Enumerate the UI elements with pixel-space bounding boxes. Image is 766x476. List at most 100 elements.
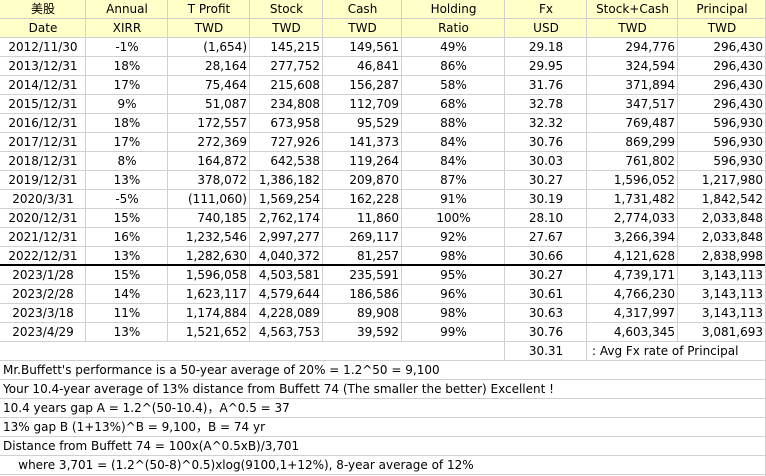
cell-date[interactable]: 2012/11/30 [8, 40, 78, 54]
cell-date[interactable]: 2023/4/29 [12, 325, 74, 339]
cell-profit[interactable]: 1,596,058 [185, 268, 247, 282]
cell-stock[interactable]: 673,958 [270, 116, 320, 130]
cell-stock[interactable]: 4,579,644 [258, 287, 320, 301]
cell-stock[interactable]: 727,926 [270, 135, 320, 149]
cell-xirr[interactable]: 17% [113, 135, 141, 149]
cell-stock[interactable]: 234,808 [270, 97, 320, 111]
cell-cash[interactable]: 95,529 [357, 116, 399, 130]
cell-principal[interactable]: 1,842,542 [701, 192, 763, 206]
cell-fx[interactable]: 32.78 [528, 97, 564, 111]
cell-ratio[interactable]: 96% [440, 287, 467, 301]
header-principal-unit[interactable]: TWD [678, 19, 766, 38]
cell-cash[interactable]: 119,264 [349, 154, 399, 168]
cell-profit[interactable]: 51,087 [205, 97, 247, 111]
header-profit-title[interactable]: T Profit [168, 0, 250, 19]
cell-total[interactable]: 294,776 [625, 40, 675, 54]
cell-xirr[interactable]: 16% [113, 230, 141, 244]
cell-principal[interactable]: 2,033,848 [701, 211, 763, 225]
cell-stock[interactable]: 1,386,182 [258, 173, 320, 187]
header-date-title[interactable]: 美股 [0, 0, 86, 19]
cell-profit[interactable]: 1,282,630 [185, 249, 247, 263]
cell-profit[interactable]: 740,185 [197, 211, 247, 225]
header-principal-title[interactable]: Principal [678, 0, 766, 19]
cell-fx[interactable]: 30.76 [528, 325, 564, 339]
cell-ratio[interactable]: 99% [440, 325, 467, 339]
cell-total[interactable]: 4,766,230 [613, 287, 675, 301]
header-total-title[interactable]: Stock+Cash [587, 0, 678, 19]
cell-stock[interactable]: 145,215 [270, 40, 320, 54]
header-ratio-unit[interactable]: Ratio [402, 19, 505, 38]
cell-cash[interactable]: 156,287 [349, 78, 399, 92]
cell-cash[interactable]: 209,870 [349, 173, 399, 187]
cell-profit[interactable]: 1,232,546 [185, 230, 247, 244]
header-xirr-unit[interactable]: XIRR [86, 19, 168, 38]
cell-fx[interactable]: 30.27 [528, 268, 564, 282]
cell-principal[interactable]: 296,430 [713, 59, 763, 73]
cell-xirr[interactable]: 11% [113, 306, 141, 320]
header-ratio-title[interactable]: Holding [402, 0, 505, 19]
cell-total[interactable]: 1,731,482 [613, 192, 675, 206]
header-fx-title[interactable]: Fx [505, 0, 587, 19]
cell-ratio[interactable]: 86% [440, 59, 467, 73]
cell-total[interactable]: 371,894 [625, 78, 675, 92]
cell-principal[interactable]: 596,930 [713, 154, 763, 168]
cell-total[interactable]: 869,299 [625, 135, 675, 149]
cell-total[interactable]: 2,774,033 [613, 211, 675, 225]
header-stock-title[interactable]: Stock [250, 0, 323, 19]
header-cash-unit[interactable]: TWD [323, 19, 402, 38]
cell-profit[interactable]: 28,164 [205, 59, 247, 73]
cell-xirr[interactable]: 18% [113, 59, 141, 73]
cell-total[interactable]: 4,121,628 [613, 249, 675, 263]
cell-total[interactable]: 769,487 [625, 116, 675, 130]
cell-date[interactable]: 2017/12/31 [8, 135, 78, 149]
cell-stock[interactable]: 4,228,089 [258, 306, 320, 320]
cell-date[interactable]: 2022/12/31 [8, 249, 78, 263]
cell-profit[interactable]: 75,464 [205, 78, 247, 92]
cell-xirr[interactable]: 8% [117, 154, 137, 168]
cell-fx[interactable]: 30.27 [528, 173, 564, 187]
cell-ratio[interactable]: 68% [440, 97, 467, 111]
cell-principal[interactable]: 2,033,848 [701, 230, 763, 244]
cell-date[interactable]: 2019/12/31 [8, 173, 78, 187]
cell-cash[interactable]: 141,373 [349, 135, 399, 149]
cell-principal[interactable]: 296,430 [713, 78, 763, 92]
cell-date[interactable]: 2023/1/28 [12, 268, 74, 282]
cell-ratio[interactable]: 91% [440, 192, 467, 206]
cell-ratio[interactable]: 98% [440, 306, 467, 320]
header-xirr-title[interactable]: Annual [86, 0, 168, 19]
cell-cash[interactable]: 81,257 [357, 249, 399, 263]
cell-cash[interactable]: 162,228 [349, 192, 399, 206]
cell-cash[interactable]: 46,841 [357, 59, 399, 73]
cell-xirr[interactable]: 9% [117, 97, 137, 111]
cell-profit[interactable]: (111,060) [188, 192, 247, 206]
cell-ratio[interactable]: 84% [440, 135, 467, 149]
header-total-unit[interactable]: TWD [587, 19, 678, 38]
cell-profit[interactable]: 172,557 [197, 116, 247, 130]
cell-stock[interactable]: 2,762,174 [258, 211, 320, 225]
cell-principal[interactable]: 3,143,113 [701, 268, 763, 282]
cell-cash[interactable]: 89,908 [357, 306, 399, 320]
cell-ratio[interactable]: 100% [436, 211, 471, 225]
cell-xirr[interactable]: 18% [113, 116, 141, 130]
cell-profit[interactable]: 1,623,117 [185, 287, 247, 301]
cell-xirr[interactable]: 14% [113, 287, 141, 301]
cell-ratio[interactable]: 49% [440, 40, 467, 54]
cell-principal[interactable]: 3,081,693 [701, 325, 763, 339]
cell-ratio[interactable]: 92% [440, 230, 467, 244]
cell-fx[interactable]: 30.76 [528, 135, 564, 149]
cell-stock[interactable]: 1,569,254 [258, 192, 320, 206]
cell-profit[interactable]: 1,174,884 [185, 306, 247, 320]
cell-stock[interactable]: 4,503,581 [258, 268, 320, 282]
cell-profit[interactable]: 378,072 [197, 173, 247, 187]
cell-cash[interactable]: 149,561 [349, 40, 399, 54]
cell-fx[interactable]: 30.03 [528, 154, 564, 168]
cell-fx[interactable]: 30.19 [528, 192, 564, 206]
cell-profit[interactable]: 1,521,652 [185, 325, 247, 339]
cell-xirr[interactable]: -5% [115, 192, 139, 206]
cell-total[interactable]: 4,317,997 [613, 306, 675, 320]
cell-profit[interactable]: 164,872 [197, 154, 247, 168]
cell-stock[interactable]: 4,040,372 [258, 249, 320, 263]
cell-stock[interactable]: 277,752 [270, 59, 320, 73]
cell-fx[interactable]: 32.32 [528, 116, 564, 130]
cell-xirr[interactable]: 17% [113, 78, 141, 92]
